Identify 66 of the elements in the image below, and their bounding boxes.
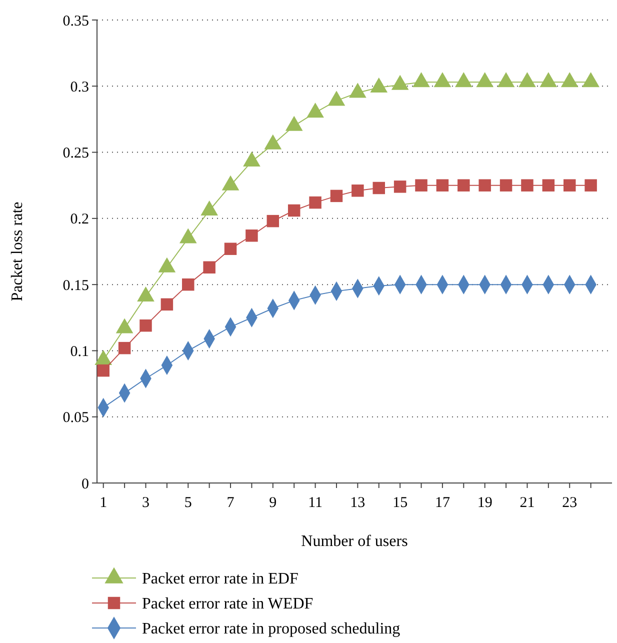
point: [370, 77, 388, 92]
point: [582, 72, 600, 88]
point: [140, 319, 152, 332]
point: [563, 179, 576, 192]
x-tick-label: 5: [184, 495, 192, 511]
y-tick-label: 0.35: [62, 13, 89, 30]
point: [415, 179, 428, 192]
point: [500, 179, 512, 192]
point: [118, 342, 131, 354]
x-tick-label: 17: [434, 495, 450, 511]
point: [478, 179, 491, 192]
x-tick-label: 13: [350, 495, 366, 511]
y-tick-label: 0.15: [62, 278, 89, 294]
point: [246, 230, 258, 242]
point: [391, 74, 409, 90]
y-tick-label: 0.2: [70, 212, 89, 228]
point: [352, 184, 364, 197]
point: [224, 242, 237, 255]
point: [458, 179, 470, 192]
point: [518, 72, 536, 88]
point: [97, 364, 110, 377]
point: [330, 190, 343, 202]
point: [372, 182, 385, 194]
point: [542, 179, 555, 192]
point: [436, 179, 449, 192]
point: [394, 180, 406, 193]
x-tick-label: 1: [100, 495, 108, 511]
point: [521, 179, 534, 192]
x-axis-title: Number of users: [301, 533, 408, 550]
y-tick-label: 0.1: [70, 344, 89, 360]
point: [476, 72, 494, 88]
point: [540, 72, 558, 88]
legend-label: Packet error rate in proposed scheduling: [142, 620, 400, 638]
legend-label: Packet error rate in EDF: [142, 570, 298, 588]
point: [584, 179, 597, 192]
x-tick-label: 15: [392, 495, 408, 511]
point: [285, 116, 303, 131]
point: [306, 102, 324, 118]
point: [203, 261, 216, 274]
point: [560, 72, 578, 88]
point: [434, 72, 452, 88]
point: [243, 152, 260, 167]
x-tick-label: 3: [142, 495, 150, 511]
x-tick-label: 21: [520, 495, 535, 511]
y-tick-label: 0.05: [62, 410, 89, 426]
point: [264, 134, 282, 150]
point: [182, 278, 194, 291]
point: [349, 82, 366, 98]
point: [309, 196, 322, 209]
point: [160, 298, 174, 311]
x-tick-label: 19: [477, 495, 492, 511]
point: [266, 214, 280, 228]
point: [288, 204, 300, 217]
x-tick-label: 23: [562, 495, 578, 511]
y-tick-label: 0: [82, 476, 89, 492]
x-tick-label: 11: [308, 495, 323, 511]
point: [454, 72, 472, 88]
point: [328, 90, 346, 106]
x-tick-label: 7: [226, 495, 235, 511]
y-tick-label: 0.3: [70, 79, 89, 96]
y-tick-label: 0.25: [62, 146, 89, 162]
point: [412, 72, 430, 88]
y-axis-title: Packet loss rate: [9, 202, 26, 302]
point: [497, 72, 515, 88]
legend-label: Packet error rate in WEDF: [142, 596, 314, 613]
x-tick-label: 9: [269, 495, 277, 511]
